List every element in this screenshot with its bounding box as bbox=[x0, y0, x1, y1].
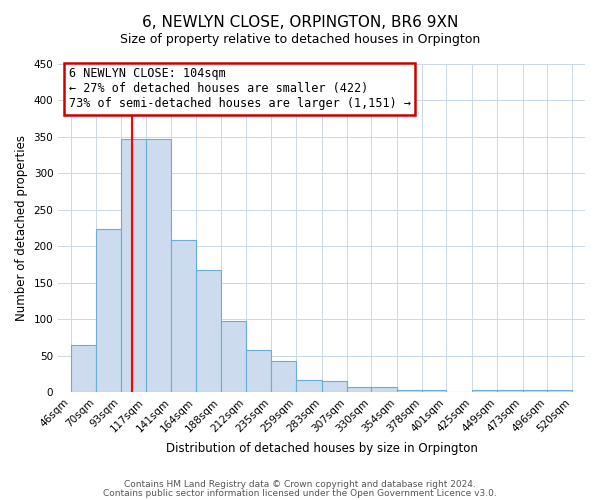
Bar bbox=[397, 390, 422, 392]
Y-axis label: Number of detached properties: Number of detached properties bbox=[15, 135, 28, 321]
Bar bbox=[96, 230, 121, 392]
X-axis label: Distribution of detached houses by size in Orpington: Distribution of detached houses by size … bbox=[166, 442, 478, 455]
Bar bbox=[296, 380, 322, 392]
Text: Contains HM Land Registry data © Crown copyright and database right 2024.: Contains HM Land Registry data © Crown c… bbox=[124, 480, 476, 489]
Bar bbox=[422, 390, 446, 392]
Bar bbox=[121, 139, 146, 392]
Bar bbox=[497, 390, 523, 392]
Bar bbox=[196, 270, 221, 392]
Bar bbox=[547, 390, 572, 392]
Bar bbox=[71, 344, 96, 392]
Bar bbox=[146, 139, 172, 392]
Text: Size of property relative to detached houses in Orpington: Size of property relative to detached ho… bbox=[120, 32, 480, 46]
Bar bbox=[271, 360, 296, 392]
Bar bbox=[221, 320, 247, 392]
Bar bbox=[523, 390, 547, 392]
Text: Contains public sector information licensed under the Open Government Licence v3: Contains public sector information licen… bbox=[103, 488, 497, 498]
Text: 6 NEWLYN CLOSE: 104sqm
← 27% of detached houses are smaller (422)
73% of semi-de: 6 NEWLYN CLOSE: 104sqm ← 27% of detached… bbox=[69, 68, 411, 110]
Bar bbox=[371, 387, 397, 392]
Bar bbox=[347, 387, 371, 392]
Bar bbox=[172, 240, 196, 392]
Bar bbox=[322, 381, 347, 392]
Bar bbox=[247, 350, 271, 392]
Bar bbox=[472, 390, 497, 392]
Text: 6, NEWLYN CLOSE, ORPINGTON, BR6 9XN: 6, NEWLYN CLOSE, ORPINGTON, BR6 9XN bbox=[142, 15, 458, 30]
